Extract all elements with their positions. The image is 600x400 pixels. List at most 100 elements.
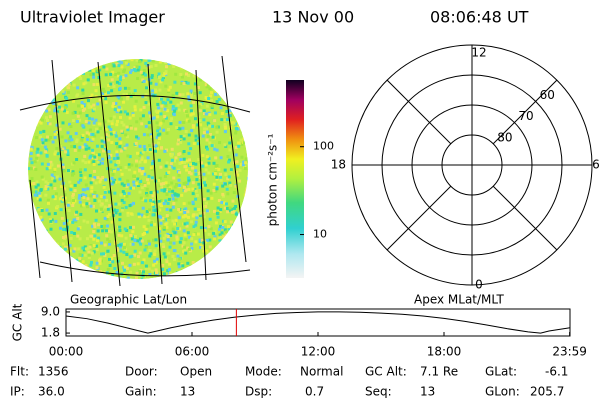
pixel xyxy=(159,80,163,84)
pixel xyxy=(185,110,188,114)
pixel xyxy=(34,167,38,171)
pixel xyxy=(235,160,239,164)
pixel xyxy=(144,264,148,268)
pixel xyxy=(198,211,202,215)
pixel xyxy=(44,138,48,142)
pixel xyxy=(240,254,244,258)
pixel xyxy=(158,208,162,212)
pixel xyxy=(117,64,121,68)
pixel xyxy=(172,59,176,63)
pixel xyxy=(105,198,108,202)
pixel xyxy=(30,64,34,67)
pixel xyxy=(73,247,77,251)
pixel xyxy=(91,178,95,182)
pixel xyxy=(38,216,42,220)
pixel xyxy=(73,110,77,114)
pixel xyxy=(201,164,205,168)
pixel xyxy=(134,235,137,238)
pixel xyxy=(152,263,156,267)
pixel xyxy=(242,160,246,164)
pixel xyxy=(198,109,202,113)
pixel xyxy=(227,248,231,252)
pixel xyxy=(239,104,242,108)
pixel xyxy=(30,269,34,273)
pixel xyxy=(171,105,175,108)
pixel xyxy=(208,113,212,117)
pixel xyxy=(88,245,92,249)
pixel xyxy=(146,156,150,160)
pixel xyxy=(220,87,224,91)
pixel xyxy=(224,261,228,265)
pixel xyxy=(217,168,221,171)
pixel xyxy=(75,138,79,142)
pixel xyxy=(187,201,191,205)
pixel xyxy=(56,205,60,209)
pixel xyxy=(36,88,40,92)
pixel xyxy=(219,263,223,267)
pixel xyxy=(63,247,67,251)
pixel xyxy=(138,144,142,148)
pixel xyxy=(146,178,150,182)
pixel xyxy=(227,227,231,230)
pixel xyxy=(29,152,33,155)
pixel xyxy=(60,68,64,72)
pixel xyxy=(143,248,147,252)
pixel xyxy=(30,113,34,117)
pixel xyxy=(120,61,124,65)
pixel xyxy=(159,215,163,219)
pixel xyxy=(218,141,222,145)
pixel xyxy=(245,79,248,83)
pixel xyxy=(112,254,116,257)
pixel xyxy=(67,137,71,141)
pixel xyxy=(227,276,231,279)
pixel xyxy=(81,260,85,264)
field-value: 13 xyxy=(180,385,195,399)
pixel xyxy=(123,268,126,272)
pixel xyxy=(187,142,191,146)
pixel xyxy=(164,116,168,120)
pixel xyxy=(204,201,208,205)
pixel xyxy=(87,121,91,125)
pixel xyxy=(203,227,207,231)
pixel xyxy=(137,215,141,219)
pixel xyxy=(92,107,96,111)
pixel xyxy=(178,240,182,244)
pixel xyxy=(45,249,49,253)
pixel xyxy=(104,92,108,96)
pixel xyxy=(218,233,222,237)
pixel xyxy=(166,238,170,242)
pixel xyxy=(136,77,140,80)
pixel xyxy=(120,182,124,186)
pixel xyxy=(44,150,48,154)
pixel xyxy=(95,248,99,252)
pixel xyxy=(201,246,205,250)
pixel xyxy=(64,139,68,143)
pixel xyxy=(82,248,86,252)
pixel xyxy=(87,105,91,109)
pixel xyxy=(202,215,206,219)
pixel xyxy=(37,191,41,195)
pixel xyxy=(149,223,153,227)
pixel xyxy=(175,193,179,197)
pixel xyxy=(40,162,44,166)
pixel xyxy=(58,197,62,201)
pixel xyxy=(171,94,175,97)
pixel xyxy=(169,234,173,237)
pixel xyxy=(70,144,74,148)
pixel xyxy=(71,111,75,115)
pixel xyxy=(205,249,209,253)
pixel xyxy=(218,254,222,258)
pixel xyxy=(194,240,198,244)
pixel xyxy=(103,243,107,247)
pixel xyxy=(47,275,51,279)
pixel xyxy=(189,104,193,108)
pixel xyxy=(186,277,190,279)
pixel xyxy=(61,263,65,267)
pixel xyxy=(89,105,93,109)
pixel xyxy=(222,235,226,239)
pixel xyxy=(78,200,82,204)
pixel xyxy=(119,78,122,82)
pixel xyxy=(34,190,38,194)
pixel xyxy=(234,84,238,88)
